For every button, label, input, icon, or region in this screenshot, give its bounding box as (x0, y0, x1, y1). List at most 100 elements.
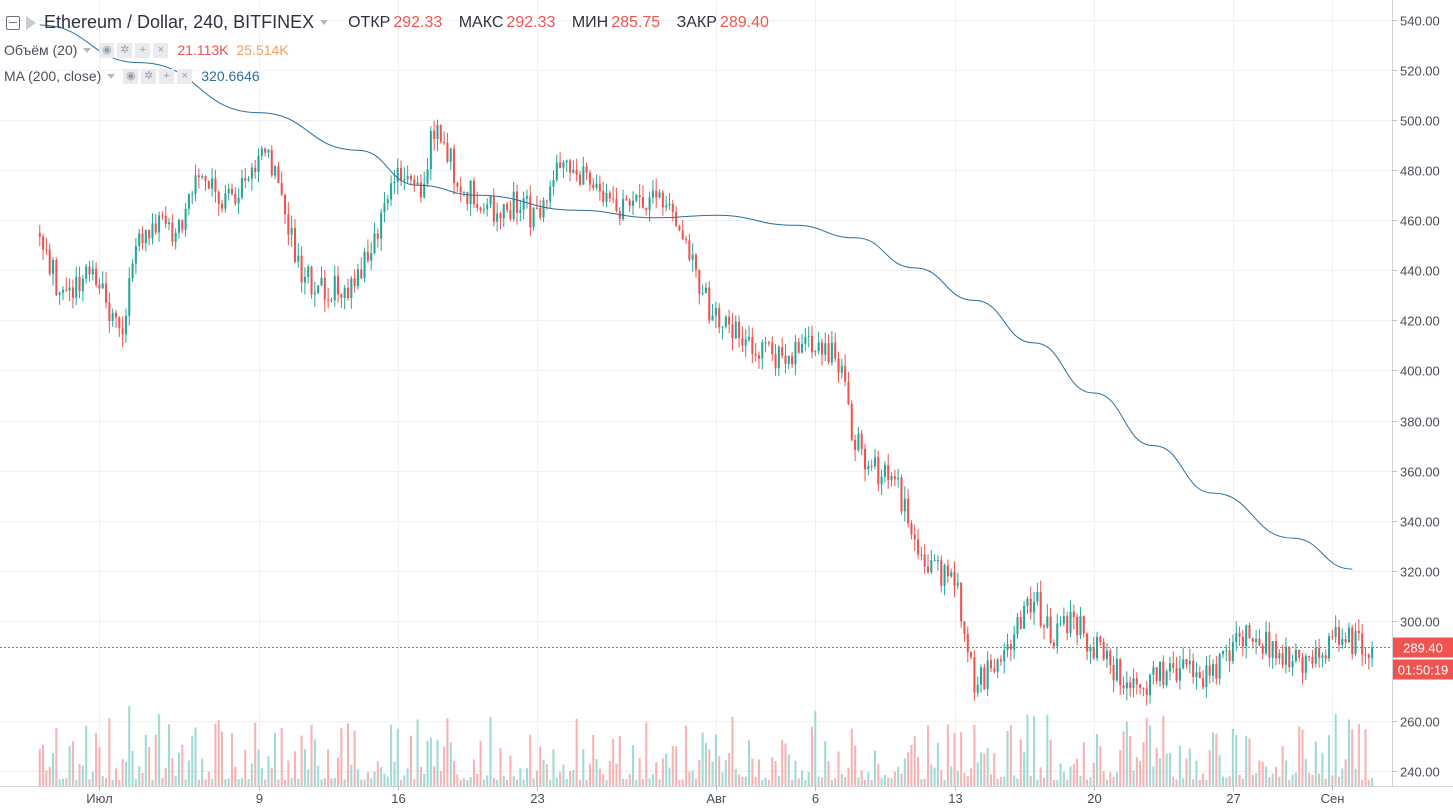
volume-bar (476, 773, 479, 786)
candle-body (403, 179, 406, 181)
gear-icon[interactable]: ✲ (141, 68, 157, 84)
volume-bar (1195, 760, 1198, 786)
volume-bar (837, 751, 840, 786)
volume-bar (668, 767, 671, 786)
candle-body (197, 175, 200, 178)
candle-body (118, 317, 121, 329)
volume-bar (1205, 779, 1208, 786)
volume-bar (1255, 773, 1258, 786)
volume-bar (960, 732, 963, 786)
volume-bar (771, 757, 774, 786)
candle-body (731, 324, 734, 339)
volume-bar (1291, 774, 1294, 786)
volume-bar (191, 736, 194, 786)
symbol-title[interactable]: Ethereum / Dollar, 240, BITFINEX (44, 12, 315, 32)
candle-body (482, 209, 485, 211)
volume-bar (1165, 753, 1168, 786)
candle-body (55, 260, 58, 296)
volume-bar (373, 771, 376, 786)
volume-bar (492, 778, 495, 786)
price-tick-label: 540.00 (1400, 14, 1440, 29)
close-icon[interactable]: × (177, 68, 193, 84)
candle-body (575, 169, 578, 175)
volume-bar (453, 760, 456, 786)
candle-body (976, 684, 979, 693)
volume-bar (254, 722, 257, 786)
candle-body (565, 160, 568, 163)
candle-body (751, 337, 754, 354)
volume-bar (946, 724, 949, 786)
volume-bar (128, 705, 131, 786)
chevron-down-icon[interactable] (107, 73, 116, 79)
candle-body (1049, 616, 1052, 643)
volume-bar (164, 768, 167, 786)
candle-body (227, 188, 230, 194)
candle-body (383, 203, 386, 213)
volume-bar (1082, 742, 1085, 786)
plus-icon[interactable]: + (159, 68, 175, 84)
candle-body (174, 232, 177, 242)
volume-bar (738, 774, 741, 786)
price-axis[interactable]: 540.00 520.00 500.00 480.00 460.00 440.00 420.… (1392, 14, 1440, 780)
time-tick-label: Авг (706, 791, 727, 806)
gear-icon[interactable]: ✲ (117, 42, 133, 58)
volume-bar (797, 778, 800, 786)
candle-body (738, 321, 741, 339)
candle-body (618, 211, 621, 220)
chevron-down-icon[interactable] (320, 20, 329, 25)
volume-bar (323, 778, 326, 786)
candle-body (313, 292, 316, 295)
volume-bar (409, 735, 412, 786)
candle-body (917, 539, 920, 555)
candle-body (1129, 682, 1132, 688)
volume-bar (1119, 750, 1122, 786)
volume-bar (917, 757, 920, 786)
candle-body (903, 498, 906, 512)
candle-body (476, 204, 479, 208)
volume-bar (532, 778, 535, 786)
ohlc-values: ОТКР 292.33 МАКС 292.33 МИН 285.75 ЗАКР 289.… (336, 14, 769, 32)
volume-bar (1268, 777, 1271, 786)
volume-bar (1102, 771, 1105, 786)
candle-body (1298, 649, 1301, 658)
volume-bar (201, 758, 204, 786)
eye-icon[interactable]: ◉ (123, 68, 139, 84)
time-axis[interactable]: Июл 9 16 23 Авг 6 13 20 27 Сен (86, 786, 1344, 806)
volume-bar (78, 764, 81, 786)
volume-bar (714, 734, 717, 786)
plus-icon[interactable]: + (135, 42, 151, 58)
volume-bar (1079, 775, 1082, 786)
candle-body (506, 204, 509, 210)
volume-indicator-name[interactable]: Объём (20) (4, 42, 78, 58)
flag-icon[interactable] (26, 15, 36, 30)
volume-bar (197, 779, 200, 786)
candle-body (638, 195, 641, 198)
open-value: 292.33 (393, 13, 443, 31)
volume-bar (58, 779, 61, 786)
chevron-down-icon[interactable] (83, 47, 92, 53)
candle-body (1337, 627, 1340, 645)
candle-body (777, 346, 780, 369)
close-icon[interactable]: × (153, 42, 169, 58)
low-label: МИН (571, 13, 609, 31)
volume-bar (1281, 746, 1284, 786)
volume-bar (900, 773, 903, 786)
volume-bar (313, 739, 316, 786)
candle-body (970, 652, 973, 658)
candle-body (247, 178, 250, 181)
volume-bar (996, 779, 999, 786)
volume-bar (628, 774, 631, 786)
ma-indicator-name[interactable]: MA (200, close) (4, 68, 102, 84)
collapse-legend-button[interactable] (6, 15, 20, 30)
volume-bar (250, 763, 253, 786)
candle-body (1361, 633, 1364, 655)
eye-icon[interactable]: ◉ (99, 42, 115, 58)
candle-body (1112, 665, 1115, 681)
volume-bar (1149, 725, 1152, 786)
volume-bar (1245, 735, 1248, 786)
candle-body (840, 366, 843, 373)
volume-bar (270, 767, 273, 786)
volume-bar (151, 779, 154, 786)
volume-bar (1304, 759, 1307, 786)
